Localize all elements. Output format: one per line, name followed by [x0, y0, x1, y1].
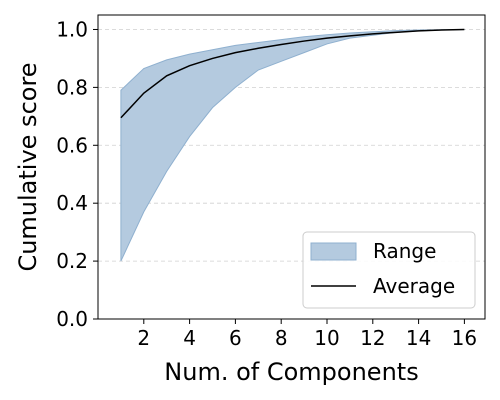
x-tick-label: 6 — [229, 326, 242, 350]
average-line-layer — [120, 28, 465, 119]
y-tick-label: 1.0 — [56, 17, 88, 41]
x-tick-label: 10 — [314, 326, 339, 350]
x-tick-label: 8 — [275, 326, 288, 350]
y-tick-label: 0.6 — [56, 133, 88, 157]
y-tick-label: 0.0 — [56, 307, 88, 331]
range-band-layer — [120, 28, 465, 262]
y-axis-label: Cumulative score — [14, 62, 42, 271]
legend-swatch-range — [310, 242, 357, 261]
range-band — [120, 28, 465, 262]
y-tick-label: 0.8 — [56, 75, 88, 99]
x-tick-label: 16 — [452, 326, 477, 350]
x-tick-label: 4 — [183, 326, 196, 350]
x-axis-ticks: 2 4 6 8 10 12 14 16 — [137, 319, 477, 350]
x-tick-label: 14 — [406, 326, 431, 350]
x-tick-label: 2 — [137, 326, 150, 350]
average-line — [120, 28, 465, 119]
y-tick-label: 0.2 — [56, 249, 88, 273]
legend-label-range: Range — [373, 239, 436, 263]
plot-frame — [97, 14, 486, 320]
y-axis-ticks: 0.0 0.2 0.4 0.6 0.8 1.0 — [56, 17, 98, 331]
y-tick-label: 0.4 — [56, 191, 88, 215]
legend: Range Average — [302, 231, 476, 309]
legend-label-average: Average — [373, 274, 455, 298]
x-tick-label: 12 — [360, 326, 385, 350]
x-axis-label: Num. of Components — [164, 358, 418, 386]
